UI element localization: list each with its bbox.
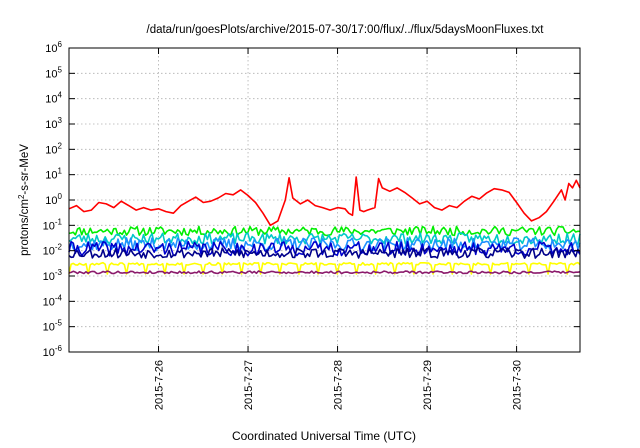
y-axis-ticks: 10-6 10-5 10-4 10-3 10-2 10-1 100 101 102 103 104 1… — [43, 40, 580, 359]
y-axis-label-exponent: 2 — [17, 194, 26, 199]
y-tick-label: 103 — [45, 116, 62, 131]
series-line-7 — [68, 261, 581, 275]
x-tick-label: 2015-7-27 — [243, 360, 255, 410]
y-tick-label: 10-6 — [43, 344, 63, 359]
x-tick-label: 2015-7-26 — [154, 360, 166, 410]
y-tick-label: 10-2 — [43, 243, 63, 258]
y-axis-label-text: protons/cm — [19, 199, 31, 256]
x-tick-label: 2015-7-30 — [512, 360, 524, 410]
x-tick-label: 2015-7-29 — [422, 360, 434, 410]
y-tick-label: 102 — [45, 141, 62, 156]
y-tick-label: 104 — [45, 91, 62, 106]
grid-layer — [69, 48, 580, 352]
y-tick-label: 105 — [45, 65, 62, 80]
y-tick-label: 106 — [45, 40, 62, 55]
series-line-1 — [68, 176, 581, 227]
series-line-4 — [68, 237, 581, 252]
y-axis-label-unit: -s-sr-MeV — [19, 144, 31, 195]
y-tick-label: 100 — [45, 192, 62, 207]
y-tick-label: 101 — [45, 167, 62, 182]
y-tick-label: 10-5 — [43, 319, 63, 334]
series-layer — [68, 176, 581, 275]
series-line-8 — [68, 270, 581, 275]
x-tick-label: 2015-7-28 — [333, 360, 345, 410]
y-tick-label: 10-3 — [43, 268, 63, 283]
x-axis-label: Coordinated Universal Time (UTC) — [232, 429, 416, 443]
x-axis-ticks: 2015-7-26 2015-7-27 2015-7-28 2015-7-29 2015… — [154, 48, 524, 410]
series-line-2 — [68, 225, 580, 237]
series-line-6 — [68, 247, 581, 259]
chart-title: /data/run/goesPlots/archive/2015-07-30/1… — [147, 24, 545, 36]
y-axis-label: protons/cm2-s-sr-MeV — [17, 144, 31, 256]
y-tick-label: 10-4 — [43, 293, 63, 308]
y-tick-label: 10-1 — [43, 217, 63, 232]
